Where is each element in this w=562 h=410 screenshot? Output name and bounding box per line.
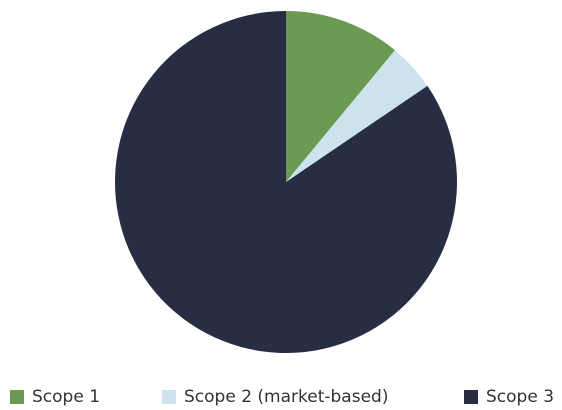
pie-slice-scope-3 (114, 11, 457, 353)
legend-swatch-scope-3 (464, 390, 478, 404)
pie-slices (114, 11, 457, 353)
legend-swatch-scope-2 (162, 390, 176, 404)
legend-swatch-scope-1 (10, 390, 24, 404)
legend-item-scope-3: Scope 3 (464, 384, 554, 410)
legend-label-scope-3: Scope 3 (486, 387, 555, 407)
legend-item-scope-2: Scope 2 (market-based) (162, 384, 388, 410)
legend-label-scope-2: Scope 2 (market-based) (184, 387, 389, 407)
pie-slice-scope-2-market-based (286, 50, 428, 183)
pie-slice-scope-1 (286, 11, 395, 182)
legend-label-scope-1: Scope 1 (32, 387, 101, 407)
legend-item-scope-1: Scope 1 (10, 384, 100, 410)
legend: Scope 1 Scope 2 (market-based) Scope 3 (0, 384, 562, 410)
